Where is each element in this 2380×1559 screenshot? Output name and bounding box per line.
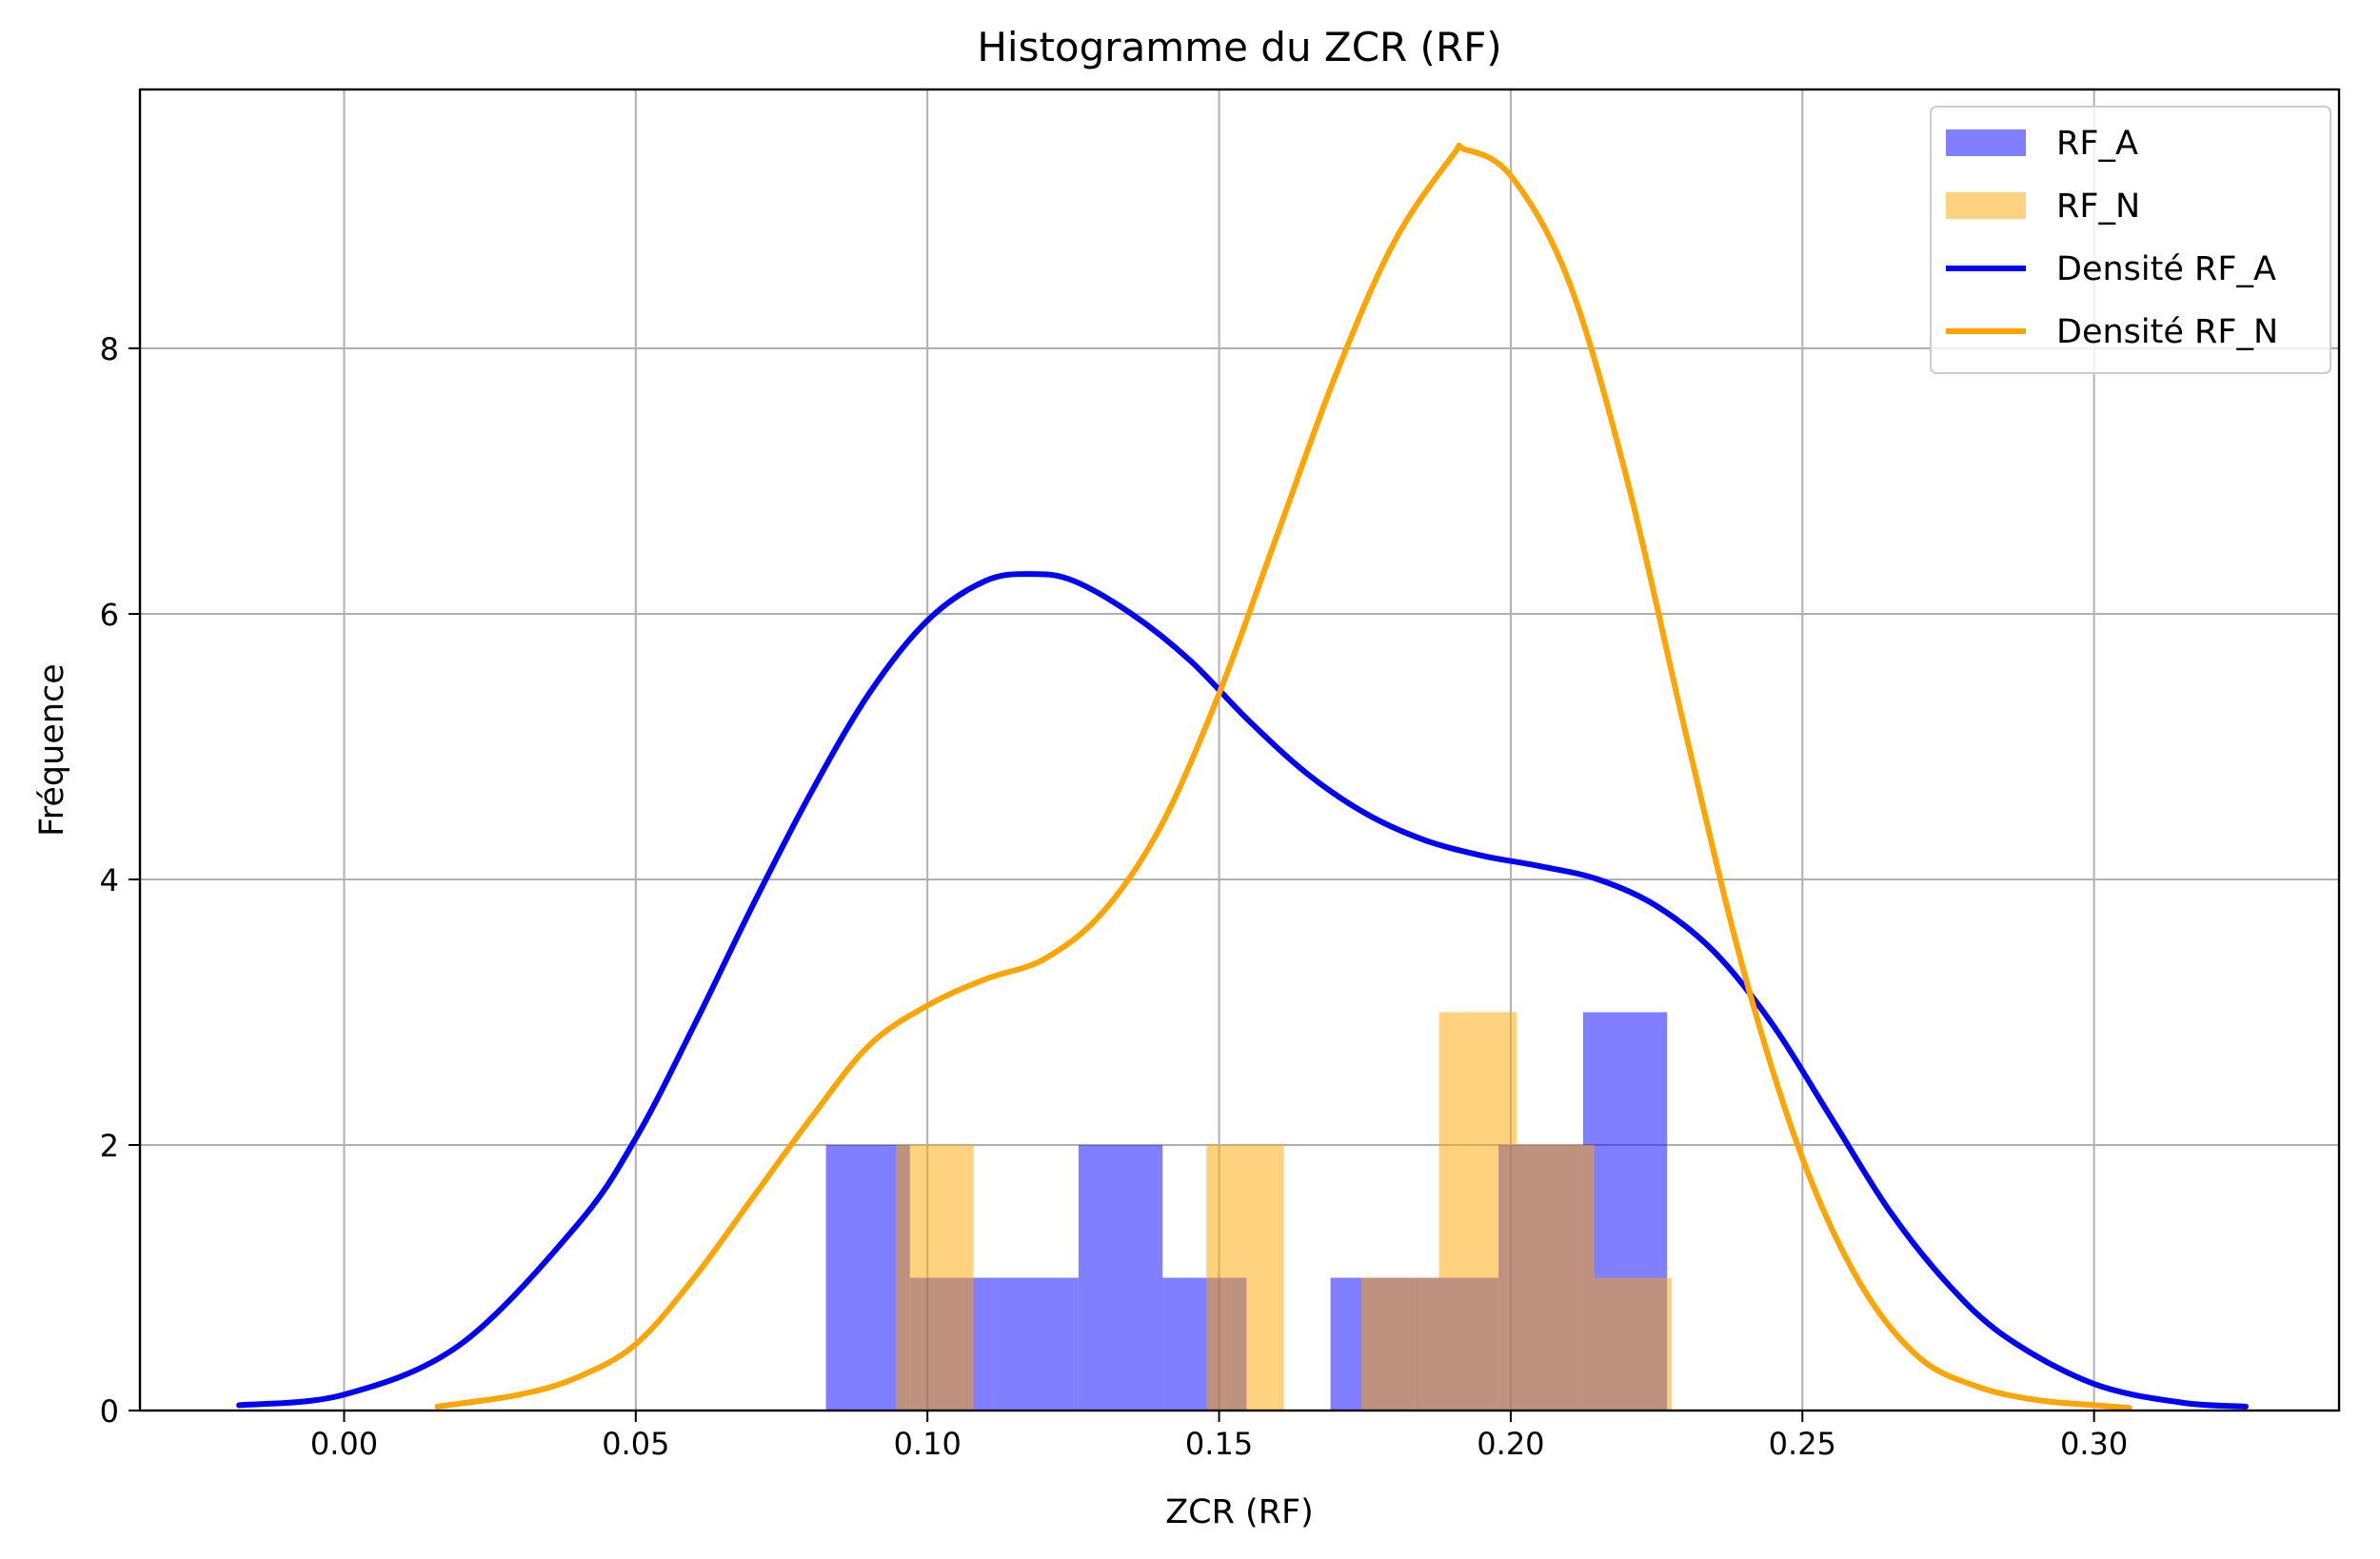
legend-label: Densité RF_N (2056, 313, 2278, 351)
histogram-bar (1361, 1277, 1439, 1411)
histogram-bar (1078, 1145, 1163, 1411)
x-tick-label: 0.20 (1477, 1426, 1544, 1462)
legend-label: Densité RF_A (2056, 250, 2276, 288)
histogram-bar (1206, 1145, 1284, 1411)
histogram-rf-n (896, 1012, 1673, 1411)
legend-swatch (1946, 192, 2026, 219)
histogram-bar (1517, 1145, 1595, 1411)
legend-label: RF_N (2056, 187, 2140, 226)
legend-entry: Densité RF_N (1946, 313, 2278, 351)
x-tick-label: 0.10 (894, 1426, 962, 1462)
legend: RF_A RF_N Densité RF_A Densité RF_N (1930, 106, 2331, 374)
histogram-bar (994, 1277, 1079, 1411)
chart-title: Histogramme du ZCR (RF) (977, 24, 1501, 70)
ticks-layer: 0.00 0.05 0.10 0.15 0.20 0.25 0.30 0 2 4 6 8 (100, 331, 2129, 1462)
x-tick-label: 0.15 (1185, 1426, 1253, 1462)
y-tick-label: 6 (100, 597, 119, 633)
plot-frame (138, 88, 2341, 1412)
legend-entry: Densité RF_A (1946, 250, 2276, 288)
legend-entry: RF_A (1946, 125, 2138, 163)
y-tick-label: 8 (100, 331, 119, 367)
y-axis-label: Fréquence (33, 663, 71, 837)
y-tick-label: 2 (100, 1128, 119, 1164)
y-tick-label: 4 (100, 862, 119, 898)
legend-swatch (1946, 129, 2026, 156)
density-line-densit-rf-a (236, 571, 2249, 1410)
y-tick-label: 0 (100, 1393, 119, 1430)
histogram-bar (1594, 1277, 1673, 1411)
histogram-bar (896, 1145, 974, 1411)
bars-layer (825, 1012, 1673, 1411)
legend-label: RF_A (2056, 125, 2138, 163)
legend-box (1930, 106, 2331, 374)
density-layer (236, 142, 2249, 1411)
x-axis-label: ZCR (RF) (1165, 1493, 1314, 1531)
legend-items: RF_A RF_N Densité RF_A Densité RF_N (1946, 125, 2278, 351)
x-tick-label: 0.00 (310, 1426, 378, 1462)
x-tick-label: 0.25 (1769, 1426, 1836, 1462)
legend-entry: RF_N (1946, 187, 2140, 226)
x-tick-label: 0.30 (2060, 1426, 2128, 1462)
histogram-bar (1438, 1012, 1517, 1411)
x-tick-label: 0.05 (602, 1426, 669, 1462)
density-line-densit-rf-n (434, 142, 2132, 1411)
